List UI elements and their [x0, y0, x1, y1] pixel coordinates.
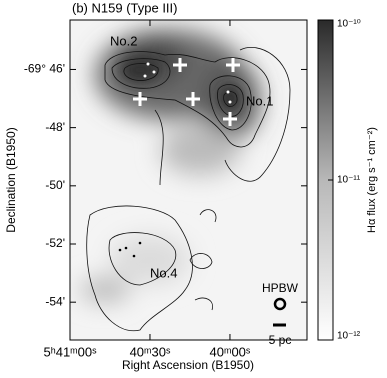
y-tick-label: -69° 46' — [24, 62, 65, 76]
colorbar-tick-label: 10⁻¹² — [337, 331, 361, 342]
x-tick-label: 5ʰ41ᵐ00ˢ — [44, 344, 98, 359]
colorbar-label: Hα flux (erg s⁻¹ cm⁻²) — [366, 127, 378, 233]
x-tick-label: 40ᵐ00ˢ — [210, 344, 251, 359]
y-tick-label: -48' — [45, 120, 65, 134]
y-tick-label: -52' — [45, 236, 65, 250]
annotation: HPBW — [262, 281, 299, 295]
colorbar-tick-label: 10⁻¹⁰ — [337, 19, 361, 30]
annotation: No.1 — [246, 93, 273, 108]
y-tick-label: -54' — [45, 294, 65, 308]
colorbar-tick-label: 10⁻¹¹ — [337, 175, 361, 186]
annotation: No.2 — [110, 33, 137, 48]
plot-frame — [69, 19, 308, 341]
x-axis-label: Right Ascension (B1950) — [122, 358, 254, 372]
y-axis-label: Declination (B1950) — [4, 127, 18, 232]
annotation: 5 pc — [269, 333, 292, 347]
image — [70, 20, 307, 340]
chart-title: (b) N159 (Type III) — [72, 0, 177, 15]
x-tick-label: 40ᵐ30ˢ — [130, 344, 171, 359]
y-tick-label: -50' — [45, 178, 65, 192]
annotation: No.4 — [150, 265, 177, 280]
